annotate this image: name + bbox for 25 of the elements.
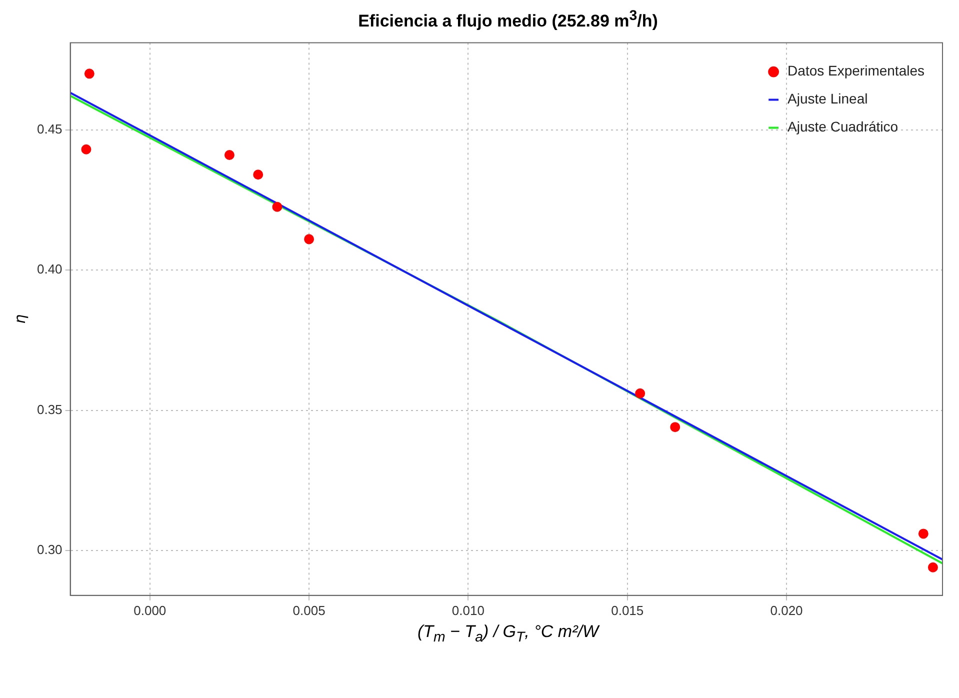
y-axis-title: η bbox=[10, 314, 29, 324]
point bbox=[304, 234, 314, 244]
y-tick-label: 0.40 bbox=[36, 261, 62, 276]
x-tick-label: 0.015 bbox=[611, 602, 644, 618]
y-tick-label: 0.45 bbox=[36, 120, 62, 136]
y-tick-label: 0.35 bbox=[36, 402, 62, 416]
point bbox=[918, 528, 928, 538]
chart-title: Eficiencia a flujo medio (252.89 m$^{3}$/h) bbox=[357, 8, 659, 32]
x-tick-label: 0.005 bbox=[292, 602, 326, 618]
legend-label: Ajuste Lineal bbox=[788, 90, 868, 106]
point bbox=[84, 68, 94, 78]
point bbox=[253, 169, 264, 180]
y-tick-label: 0.30 bbox=[36, 542, 62, 557]
x-tick-label: 0.000 bbox=[134, 602, 166, 618]
x-axis-title: (T$_{m}$ − T$_{a}$) / G$_{T}$, °C m²/W bbox=[416, 622, 601, 646]
point bbox=[670, 422, 680, 432]
legend-label: Ajuste Cuadrático bbox=[788, 118, 898, 134]
point bbox=[81, 144, 92, 154]
legend-label: Datos Experimentales bbox=[788, 62, 924, 78]
x-tick-label: 0.020 bbox=[770, 602, 803, 618]
point bbox=[272, 202, 282, 212]
point bbox=[224, 150, 234, 160]
point bbox=[635, 388, 646, 398]
x-tick-label: 0.010 bbox=[452, 602, 484, 618]
point bbox=[928, 562, 938, 572]
